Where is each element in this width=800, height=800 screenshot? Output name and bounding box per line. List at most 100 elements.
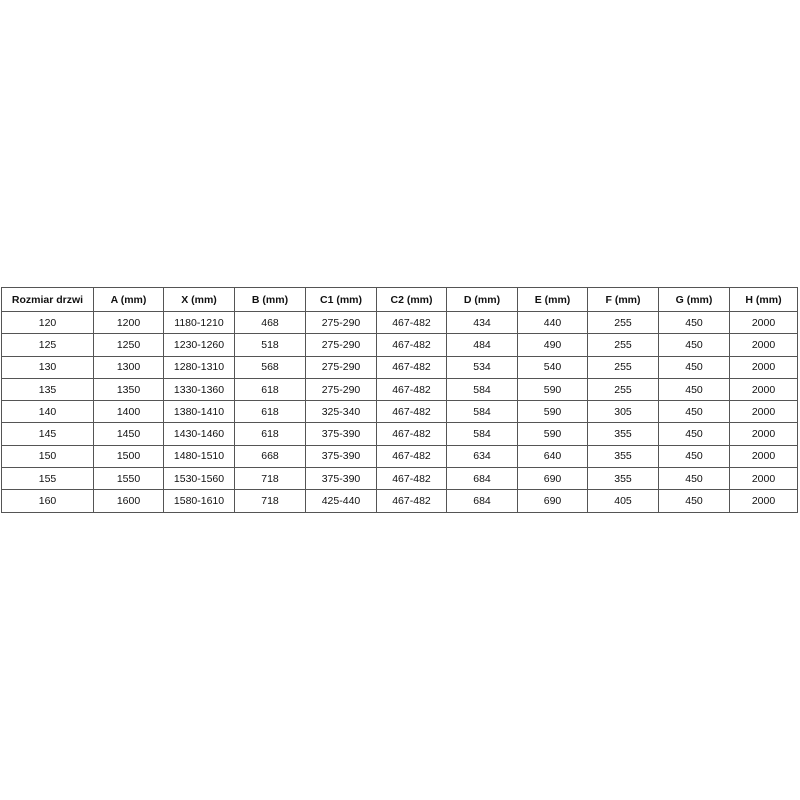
table-cell: 375-390 xyxy=(305,444,377,469)
table-cell: 590 xyxy=(517,400,588,424)
table-cell: 2000 xyxy=(729,377,798,402)
table-cell: 1300 xyxy=(93,355,164,379)
table-cell: 150 xyxy=(1,444,94,469)
table-row: 160 1600 1580-1610 718 425-440 467-482 684 690 4… xyxy=(1,489,798,513)
table-cell: 634 xyxy=(446,444,518,469)
table-cell: 2000 xyxy=(729,310,798,335)
table-cell: 584 xyxy=(446,422,518,446)
table-cell: 618 xyxy=(234,400,306,424)
table-cell: 275-290 xyxy=(305,333,377,357)
table-row: 130 1300 1280-1310 568 275-290 467-482 534 540 2… xyxy=(1,355,798,379)
table-cell: 125 xyxy=(1,333,94,357)
table-cell: 1580-1610 xyxy=(163,489,235,513)
table-cell: 1200 xyxy=(93,310,164,335)
table-cell: 590 xyxy=(517,377,588,402)
table-cell: 405 xyxy=(587,489,659,513)
table-cell: 160 xyxy=(1,489,94,513)
table-row: 120 1200 1180-1210 468 275-290 467-482 434 440 2… xyxy=(1,310,798,335)
table-cell: 590 xyxy=(517,422,588,446)
table-row: 135 1350 1330-1360 618 275-290 467-482 584 590 2… xyxy=(1,377,798,402)
table-cell: 1450 xyxy=(93,422,164,446)
column-header: B (mm) xyxy=(234,287,306,312)
table-cell: 450 xyxy=(658,489,730,513)
table-cell: 2000 xyxy=(729,355,798,379)
table-cell: 467-482 xyxy=(376,422,447,446)
table-cell: 1600 xyxy=(93,489,164,513)
table-cell: 2000 xyxy=(729,400,798,424)
table-cell: 584 xyxy=(446,400,518,424)
table-cell: 450 xyxy=(658,377,730,402)
table-cell: 618 xyxy=(234,422,306,446)
table-cell: 440 xyxy=(517,310,588,335)
table-cell: 684 xyxy=(446,467,518,491)
table-cell: 325-340 xyxy=(305,400,377,424)
table-cell: 518 xyxy=(234,333,306,357)
table-cell: 568 xyxy=(234,355,306,379)
table-cell: 2000 xyxy=(729,444,798,469)
table-cell: 718 xyxy=(234,467,306,491)
table-cell: 355 xyxy=(587,444,659,469)
table-cell: 467-482 xyxy=(376,355,447,379)
table-cell: 255 xyxy=(587,377,659,402)
table-cell: 467-482 xyxy=(376,310,447,335)
table-cell: 450 xyxy=(658,422,730,446)
table-cell: 450 xyxy=(658,444,730,469)
column-header: X (mm) xyxy=(163,287,235,312)
table-cell: 375-390 xyxy=(305,467,377,491)
column-header: C2 (mm) xyxy=(376,287,447,312)
table-cell: 120 xyxy=(1,310,94,335)
table-cell: 1230-1260 xyxy=(163,333,235,357)
table-cell: 155 xyxy=(1,467,94,491)
table-cell: 718 xyxy=(234,489,306,513)
table-cell: 2000 xyxy=(729,489,798,513)
table-cell: 540 xyxy=(517,355,588,379)
table-cell: 255 xyxy=(587,310,659,335)
table-cell: 640 xyxy=(517,444,588,469)
table-cell: 1400 xyxy=(93,400,164,424)
table-cell: 135 xyxy=(1,377,94,402)
table-cell: 467-482 xyxy=(376,333,447,357)
table-row: 125 1250 1230-1260 518 275-290 467-482 484 490 2… xyxy=(1,333,798,357)
table-row: 155 1550 1530-1560 718 375-390 467-482 684 690 3… xyxy=(1,467,798,491)
table-cell: 1500 xyxy=(93,444,164,469)
table-cell: 1550 xyxy=(93,467,164,491)
table-cell: 1480-1510 xyxy=(163,444,235,469)
table-cell: 425-440 xyxy=(305,489,377,513)
table-cell: 467-482 xyxy=(376,444,447,469)
table-cell: 1350 xyxy=(93,377,164,402)
table-cell: 2000 xyxy=(729,333,798,357)
table-cell: 450 xyxy=(658,333,730,357)
table-cell: 255 xyxy=(587,355,659,379)
table-cell: 275-290 xyxy=(305,377,377,402)
table-cell: 668 xyxy=(234,444,306,469)
table-cell: 2000 xyxy=(729,467,798,491)
table-row: 140 1400 1380-1410 618 325-340 467-482 584 590 3… xyxy=(1,400,798,424)
table-cell: 375-390 xyxy=(305,422,377,446)
column-header: C1 (mm) xyxy=(305,287,377,312)
table-cell: 450 xyxy=(658,310,730,335)
table-cell: 1380-1410 xyxy=(163,400,235,424)
table-cell: 1180-1210 xyxy=(163,310,235,335)
table-cell: 434 xyxy=(446,310,518,335)
table-cell: 1330-1360 xyxy=(163,377,235,402)
table-cell: 145 xyxy=(1,422,94,446)
column-header: D (mm) xyxy=(446,287,518,312)
table-cell: 467-482 xyxy=(376,467,447,491)
header-row: Rozmiar drzwi A (mm) X (mm) B (mm) C1 (mm) C2… xyxy=(1,287,798,312)
column-header: F (mm) xyxy=(587,287,659,312)
table-cell: 2000 xyxy=(729,422,798,446)
table-cell: 690 xyxy=(517,467,588,491)
table-cell: 534 xyxy=(446,355,518,379)
table-cell: 275-290 xyxy=(305,310,377,335)
table-cell: 275-290 xyxy=(305,355,377,379)
table-cell: 484 xyxy=(446,333,518,357)
table-cell: 1250 xyxy=(93,333,164,357)
table-cell: 1430-1460 xyxy=(163,422,235,446)
table-cell: 450 xyxy=(658,355,730,379)
table-cell: 355 xyxy=(587,467,659,491)
table-cell: 140 xyxy=(1,400,94,424)
table-cell: 467-482 xyxy=(376,489,447,513)
table-cell: 130 xyxy=(1,355,94,379)
column-header: H (mm) xyxy=(729,287,798,312)
table-row: 150 1500 1480-1510 668 375-390 467-482 634 640 3… xyxy=(1,444,798,469)
